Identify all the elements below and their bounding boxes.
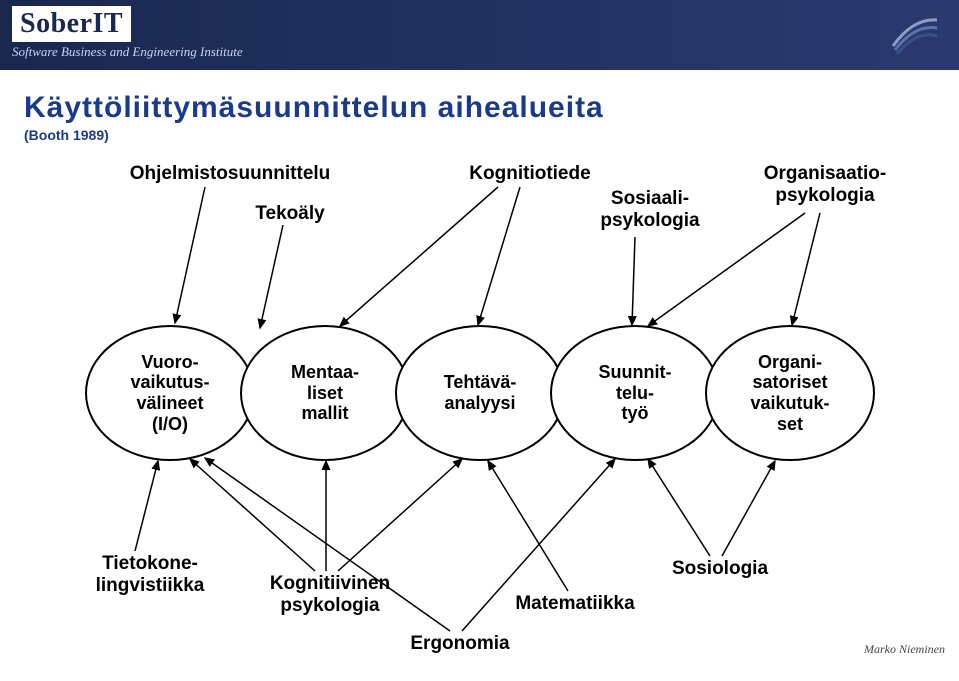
ellipse-organis: Organi-satorisetvaikutuk-set [705, 325, 875, 461]
top-label-kognitio: Kognitiotiede [440, 163, 620, 185]
arrow-organisaatio [792, 213, 820, 325]
ellipse-mentaal: Mentaa-lisetmallit [240, 325, 410, 461]
arrow-ohjelmisto [175, 187, 205, 323]
top-label-organisaatio: Organisaatio-psykologia [735, 163, 915, 207]
ellipse-tehtava: Tehtävä-analyysi [395, 325, 565, 461]
bottom-label-matemat: Matematiikka [490, 593, 660, 615]
diagram-area: Ohjelmistosuunnittelu Tekoäly Kognitiotied… [0, 143, 959, 663]
arrow-sosiologia [722, 461, 775, 556]
arrow-tietokone [135, 461, 158, 551]
arrow-tekoaly [260, 225, 283, 328]
top-label-ohjelmisto: Ohjelmistosuunnittelu [100, 163, 360, 185]
page-subtitle: (Booth 1989) [24, 127, 959, 143]
header-bar: SoberIT Software Business and Engineerin… [0, 0, 959, 73]
header-subtitle: Software Business and Engineering Instit… [12, 44, 243, 60]
arrow-kognitio [478, 187, 520, 325]
bottom-label-kognitiiv: Kognitiivinenpsykologia [240, 573, 420, 617]
arrow-sosiologia [648, 459, 710, 556]
bottom-label-tietokone: Tietokone-lingvistiikka [70, 553, 230, 597]
ellipse-suunnit: Suunnit-telu-työ [550, 325, 720, 461]
arrow-kognitiiv [338, 459, 462, 571]
bottom-label-sosiologia: Sosiologia [650, 558, 790, 580]
arrow-sosiaali [632, 237, 635, 325]
arrow-matemat [488, 461, 568, 591]
arrow-kognitio [340, 187, 498, 326]
top-label-tekoaly: Tekoäly [230, 203, 350, 225]
bottom-label-ergonomia: Ergonomia [390, 633, 530, 655]
logo-swoosh-icon [891, 14, 939, 54]
logo-text: SoberIT [12, 6, 131, 42]
page-title: Käyttöliittymäsuunnittelun aihealueita [24, 91, 959, 125]
ellipse-vuoro: Vuoro-vaikutus-välineet(I/O) [85, 325, 255, 461]
top-label-sosiaali: Sosiaali-psykologia [580, 188, 720, 232]
author-credit: Marko Nieminen [864, 642, 945, 657]
